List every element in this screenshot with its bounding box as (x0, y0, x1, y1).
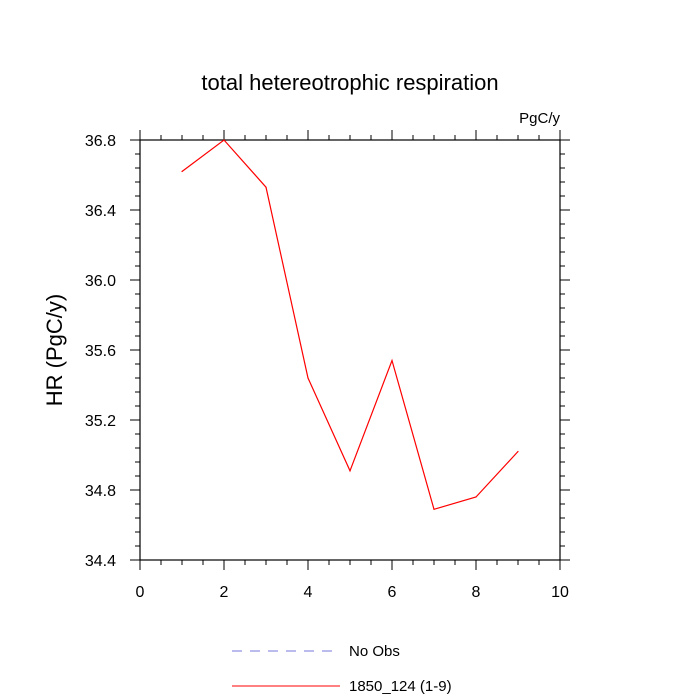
y-tick-label: 34.4 (85, 553, 116, 570)
data-point (391, 359, 393, 362)
x-tick-label: 8 (472, 584, 481, 601)
x-tick-label: 6 (388, 584, 397, 601)
axis-tick-labels: 0 2 4 6 8 10 34.4 34.8 35.2 35.6 36.0 36.4 36.8 (85, 133, 569, 601)
data-point (433, 508, 435, 510)
data-point (223, 139, 225, 141)
data-point (181, 170, 183, 173)
legend-label: 1850_124 (1-9) (349, 678, 452, 695)
data-point (517, 450, 519, 453)
y-tick-label: 36.8 (85, 133, 116, 150)
data-point (307, 377, 309, 379)
y-axis-label: HR (PgC/y) (42, 294, 67, 406)
x-tick-label: 10 (551, 584, 569, 601)
y-tick-label: 36.4 (85, 203, 116, 220)
y-tick-label: 34.8 (85, 483, 116, 500)
series-layer (181, 139, 519, 511)
legend-label: No Obs (349, 643, 400, 660)
plot-frame (139, 139, 561, 561)
units-label: PgC/y (519, 110, 560, 127)
y-tick-label: 35.2 (85, 413, 116, 430)
y-tick-label: 36.0 (85, 273, 116, 290)
legend: No Obs 1850_124 (1-9) (232, 643, 452, 695)
x-tick-label: 0 (136, 584, 145, 601)
series-line (181, 139, 519, 511)
data-point (265, 186, 267, 188)
data-point (349, 470, 351, 472)
chart-title: total hetereotrophic respiration (201, 70, 498, 95)
y-tick-label: 35.6 (85, 343, 116, 360)
x-tick-label: 2 (220, 584, 229, 601)
x-tick-label: 4 (304, 584, 313, 601)
data-point (475, 496, 477, 498)
axis-ticks (130, 130, 570, 570)
